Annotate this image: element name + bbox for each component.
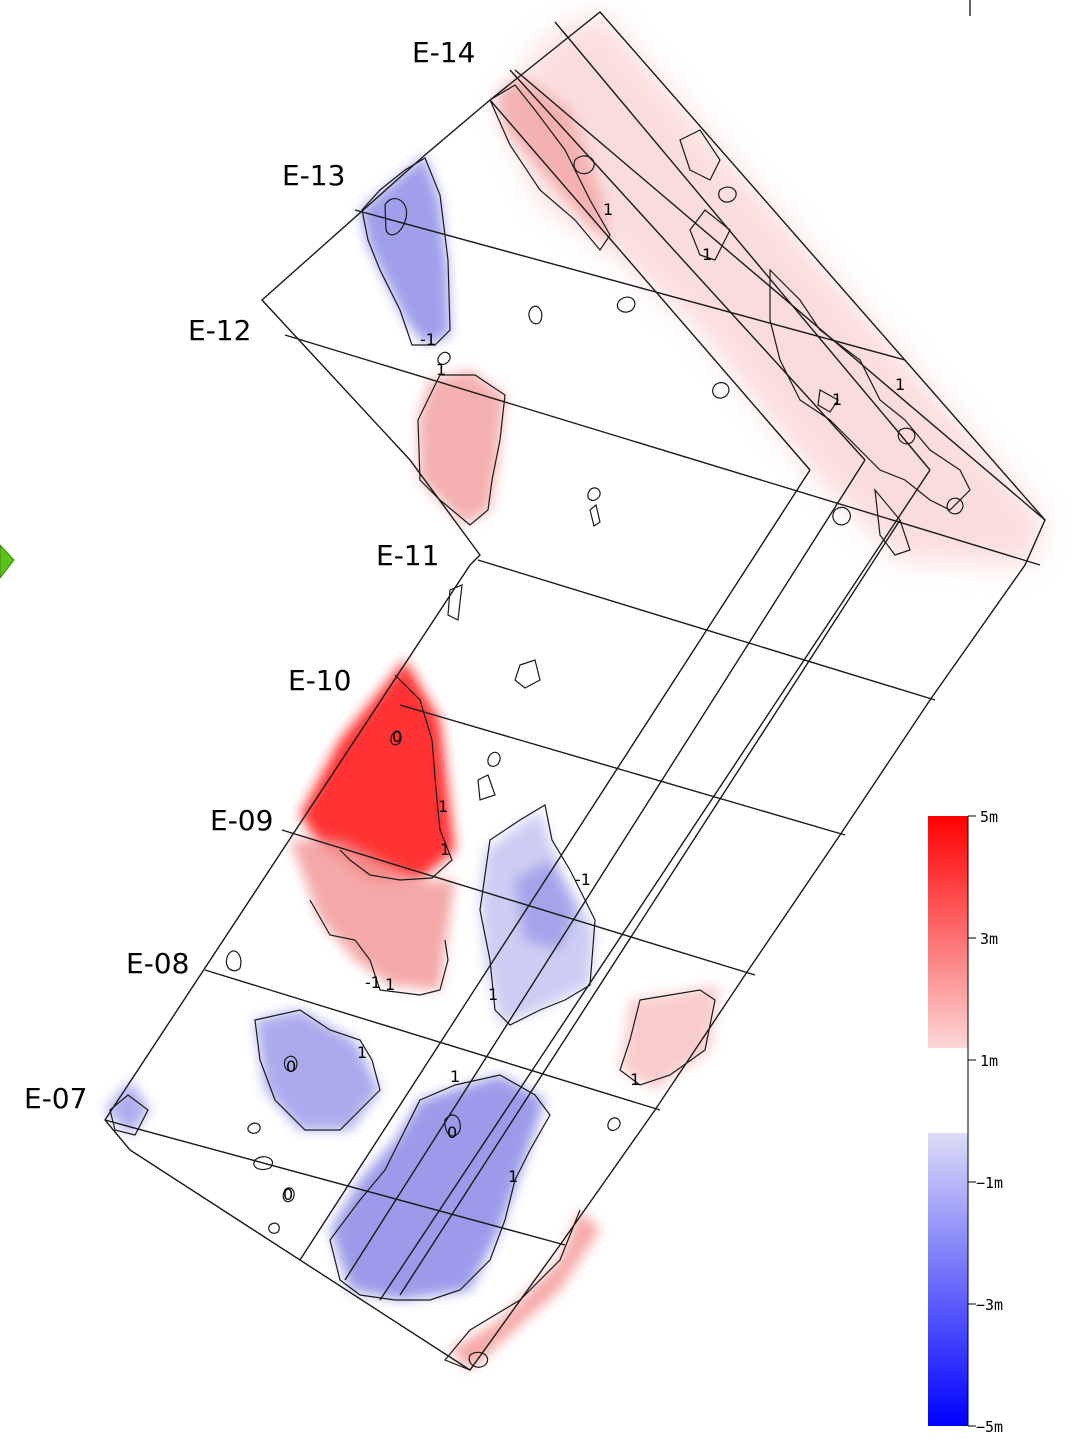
cross-line-e10 xyxy=(399,704,846,836)
contour-label: 0 xyxy=(447,1123,457,1142)
color-legend: 5m 3m 1m −1m −3m −5m xyxy=(928,808,1003,1436)
anomaly-e07-west-blue xyxy=(105,1080,150,1135)
contour-value-labels: 1 1 1 1 -1 1 0 1 1 -1 1 -1 1 0 1 1 0 1 0… xyxy=(283,200,905,1204)
contour-label: 1 xyxy=(385,975,395,994)
diamond-marker-icon xyxy=(0,544,15,579)
survey-line-label-e07: E-07 xyxy=(24,1082,87,1115)
contour-label: -1 xyxy=(420,330,436,349)
survey-line-label-e14: E-14 xyxy=(412,36,475,69)
legend-tick-label: −3m xyxy=(976,1296,1003,1314)
cross-line-e13 xyxy=(354,209,906,361)
contour-label: -1 xyxy=(575,870,591,889)
contour-label: 0 xyxy=(392,727,402,746)
anomaly-e13-blue xyxy=(360,155,450,345)
legend-tick-label: −1m xyxy=(976,1174,1003,1192)
contour-label: 1 xyxy=(488,985,498,1004)
contour-label: 1 xyxy=(436,360,446,379)
cross-line-e09 xyxy=(281,829,756,976)
survey-line-label-e10: E-10 xyxy=(288,664,351,697)
survey-line-label-e12: E-12 xyxy=(188,314,251,347)
anomaly-e12-pink xyxy=(418,370,505,525)
survey-line-label-e13: E-13 xyxy=(282,159,345,192)
anomaly-se-pink xyxy=(450,1210,600,1370)
contour-label: 1 xyxy=(508,1167,518,1186)
survey-line-label-e11: E-11 xyxy=(376,539,439,572)
legend-tick-label: 1m xyxy=(980,1052,998,1070)
cross-line-e11 xyxy=(477,559,936,701)
cross-line-e07 xyxy=(104,1119,566,1246)
legend-tick-label: 3m xyxy=(980,930,998,948)
contour-label: 1 xyxy=(630,1070,640,1089)
survey-line-label-e08: E-08 xyxy=(126,947,189,980)
contour-label: 0 xyxy=(283,1185,293,1204)
cross-line-e08 xyxy=(204,969,661,1111)
anomaly-e09-blue-core xyxy=(515,860,575,950)
contour-label: 1 xyxy=(438,797,448,816)
contour-label: 1 xyxy=(357,1043,367,1062)
cross-line-e14 xyxy=(514,69,1046,521)
contour-label: 1 xyxy=(702,245,712,264)
legend-tick-label: −5m xyxy=(976,1418,1003,1436)
contour-label: 1 xyxy=(450,1067,460,1086)
anomaly-e08-east-pink xyxy=(620,985,720,1090)
survey-line-labels: E-14 E-13 E-12 E-11 E-10 E-09 E-08 E-07 xyxy=(24,36,475,1115)
contour-lines xyxy=(109,84,971,1371)
contour-label: 1 xyxy=(603,200,613,219)
anomaly-e10-red xyxy=(300,660,455,880)
legend-color-bar xyxy=(928,816,968,1426)
legend-tick-label: 5m xyxy=(980,808,998,826)
anomaly-ne-core xyxy=(495,75,610,245)
contour-label: 1 xyxy=(895,375,905,394)
anomaly-e09-pink xyxy=(290,840,455,990)
contour-label: 0 xyxy=(286,1057,296,1076)
anomaly-e08-blue xyxy=(255,1010,380,1130)
contour-label: 1 xyxy=(832,390,842,409)
contour-label: -1 xyxy=(365,973,381,992)
survey-outline xyxy=(104,11,1046,1371)
contour-label: 1 xyxy=(440,840,450,859)
survey-line-label-e09: E-09 xyxy=(210,804,273,837)
cross-line-e12 xyxy=(284,334,1041,566)
